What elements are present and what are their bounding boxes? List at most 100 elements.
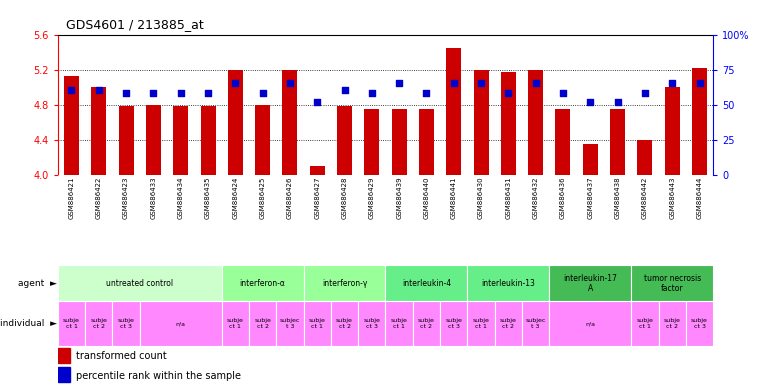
Text: subjec
t 3: subjec t 3 [526,318,546,329]
Text: interferon-α: interferon-α [240,279,285,288]
Text: subje
ct 1: subje ct 1 [473,318,490,329]
Text: GSM886425: GSM886425 [260,177,266,219]
Point [147,90,160,96]
Bar [304,301,331,346]
Text: subje
ct 3: subje ct 3 [118,318,134,329]
Bar [365,109,379,175]
Point [530,79,542,86]
Text: interleukin-4: interleukin-4 [402,279,451,288]
Bar [638,140,652,175]
Text: GSM886438: GSM886438 [614,177,621,219]
Text: individual  ►: individual ► [0,319,57,328]
Bar [58,265,221,301]
Point [284,79,296,86]
Bar [495,301,522,346]
Text: GSM886431: GSM886431 [505,177,511,219]
Point [66,87,78,93]
Text: GSM886423: GSM886423 [123,177,129,219]
Bar [522,301,549,346]
Point [174,90,187,96]
Point [611,99,624,105]
Text: subje
ct 2: subje ct 2 [336,318,353,329]
Point [229,79,241,86]
Point [638,90,651,96]
Text: GSM886433: GSM886433 [150,177,157,219]
Text: GSM886430: GSM886430 [478,177,484,219]
Bar [91,87,106,175]
Point [557,90,569,96]
Text: GSM886434: GSM886434 [177,177,183,219]
Bar [386,265,467,301]
Bar [665,87,680,175]
Bar [692,68,707,175]
Bar [631,265,713,301]
Bar [446,48,461,175]
Bar [658,301,686,346]
Point [338,87,351,93]
Bar [555,109,571,175]
Text: interleukin-13: interleukin-13 [481,279,535,288]
Bar [412,301,440,346]
Text: subje
ct 3: subje ct 3 [691,318,708,329]
Text: subje
ct 3: subje ct 3 [363,318,380,329]
Bar [528,71,544,175]
Bar [467,301,495,346]
Text: tumor necrosis
factor: tumor necrosis factor [644,274,701,293]
Bar [631,301,658,346]
Bar [501,72,516,175]
Point [311,99,323,105]
Bar [282,71,298,175]
Bar [140,301,221,346]
Bar [583,144,598,175]
Point [475,79,487,86]
Text: n/a: n/a [585,321,595,326]
Text: GSM886429: GSM886429 [369,177,375,219]
Text: n/a: n/a [176,321,186,326]
Bar [419,109,434,175]
Bar [310,166,325,175]
Text: GSM886422: GSM886422 [96,177,102,219]
Text: GSM886421: GSM886421 [69,177,75,219]
Bar [255,105,270,175]
Point [502,90,514,96]
Text: subje
ct 2: subje ct 2 [90,318,107,329]
Text: subje
ct 2: subje ct 2 [418,318,435,329]
Text: interleukin-17
A: interleukin-17 A [564,274,618,293]
Text: GSM886443: GSM886443 [669,177,675,219]
Text: subje
ct 1: subje ct 1 [391,318,408,329]
Point [448,79,460,86]
Bar [85,301,113,346]
Bar [221,265,304,301]
Text: subje
ct 1: subje ct 1 [309,318,325,329]
Text: GSM886440: GSM886440 [423,177,429,219]
Bar [64,76,79,175]
Bar [337,106,352,175]
Bar [227,71,243,175]
Text: GSM886442: GSM886442 [642,177,648,219]
Bar [392,109,406,175]
Text: GSM886435: GSM886435 [205,177,211,219]
Text: GSM886439: GSM886439 [396,177,402,219]
Text: GSM886426: GSM886426 [287,177,293,219]
Bar [359,301,386,346]
Bar [146,105,161,175]
Point [420,90,433,96]
Text: GSM886424: GSM886424 [232,177,238,219]
Point [365,90,378,96]
Bar [249,301,276,346]
Bar [58,348,69,363]
Text: subje
ct 1: subje ct 1 [637,318,653,329]
Bar [467,265,549,301]
Text: GDS4601 / 213885_at: GDS4601 / 213885_at [66,18,204,31]
Bar [58,367,69,382]
Point [93,87,105,93]
Text: subje
ct 2: subje ct 2 [500,318,517,329]
Bar [276,301,304,346]
Point [393,79,406,86]
Point [666,79,678,86]
Bar [549,301,631,346]
Bar [58,301,85,346]
Text: interferon-γ: interferon-γ [322,279,367,288]
Text: transformed count: transformed count [76,351,167,361]
Bar [119,106,133,175]
